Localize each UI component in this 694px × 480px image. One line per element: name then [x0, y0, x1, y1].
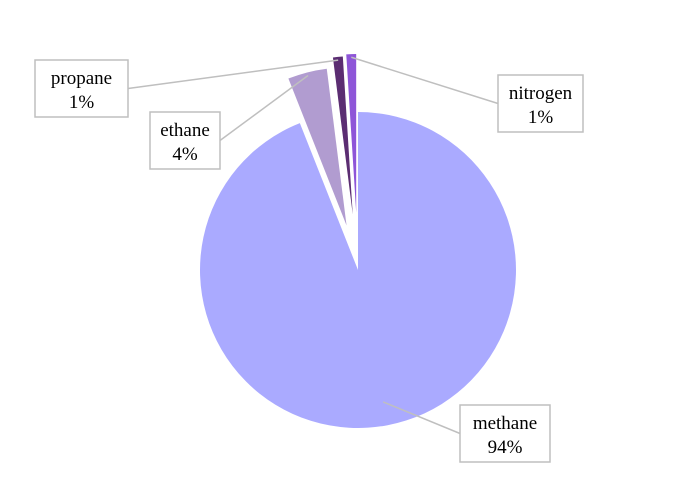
leader-lines [127, 56, 499, 435]
data-label-value: 4% [172, 144, 198, 165]
data-label-category: methane [473, 413, 537, 434]
data-label-value: 1% [69, 92, 95, 113]
data-label-propane: propane 1% [34, 59, 129, 118]
data-label-category: propane [51, 68, 112, 89]
pie-slices [200, 54, 517, 428]
data-label-box [149, 111, 221, 170]
pie-slice-propane [332, 56, 353, 215]
pie-slice-ethane [288, 68, 347, 226]
leader-line-ethane [219, 74, 309, 142]
leader-line-methane [382, 401, 461, 435]
data-label-value: 94% [488, 437, 523, 458]
data-label-nitrogen: nitrogen 1% [497, 74, 584, 133]
data-label-methane: methane 94% [459, 404, 551, 463]
data-label-value: 1% [528, 107, 554, 128]
data-labels: methane 94% ethane 4% propane 1% nitrogen 1% [34, 59, 584, 463]
data-label-box [34, 59, 129, 118]
data-label-box [497, 74, 584, 133]
data-label-ethane: ethane 4% [149, 111, 221, 170]
pie-slice-methane [200, 112, 517, 428]
data-label-category: ethane [160, 120, 210, 141]
leader-line-nitrogen [351, 56, 499, 105]
data-label-box [459, 404, 551, 463]
pie-slice-nitrogen [346, 54, 357, 213]
leader-line-propane [127, 59, 339, 90]
data-label-category: nitrogen [509, 83, 573, 104]
